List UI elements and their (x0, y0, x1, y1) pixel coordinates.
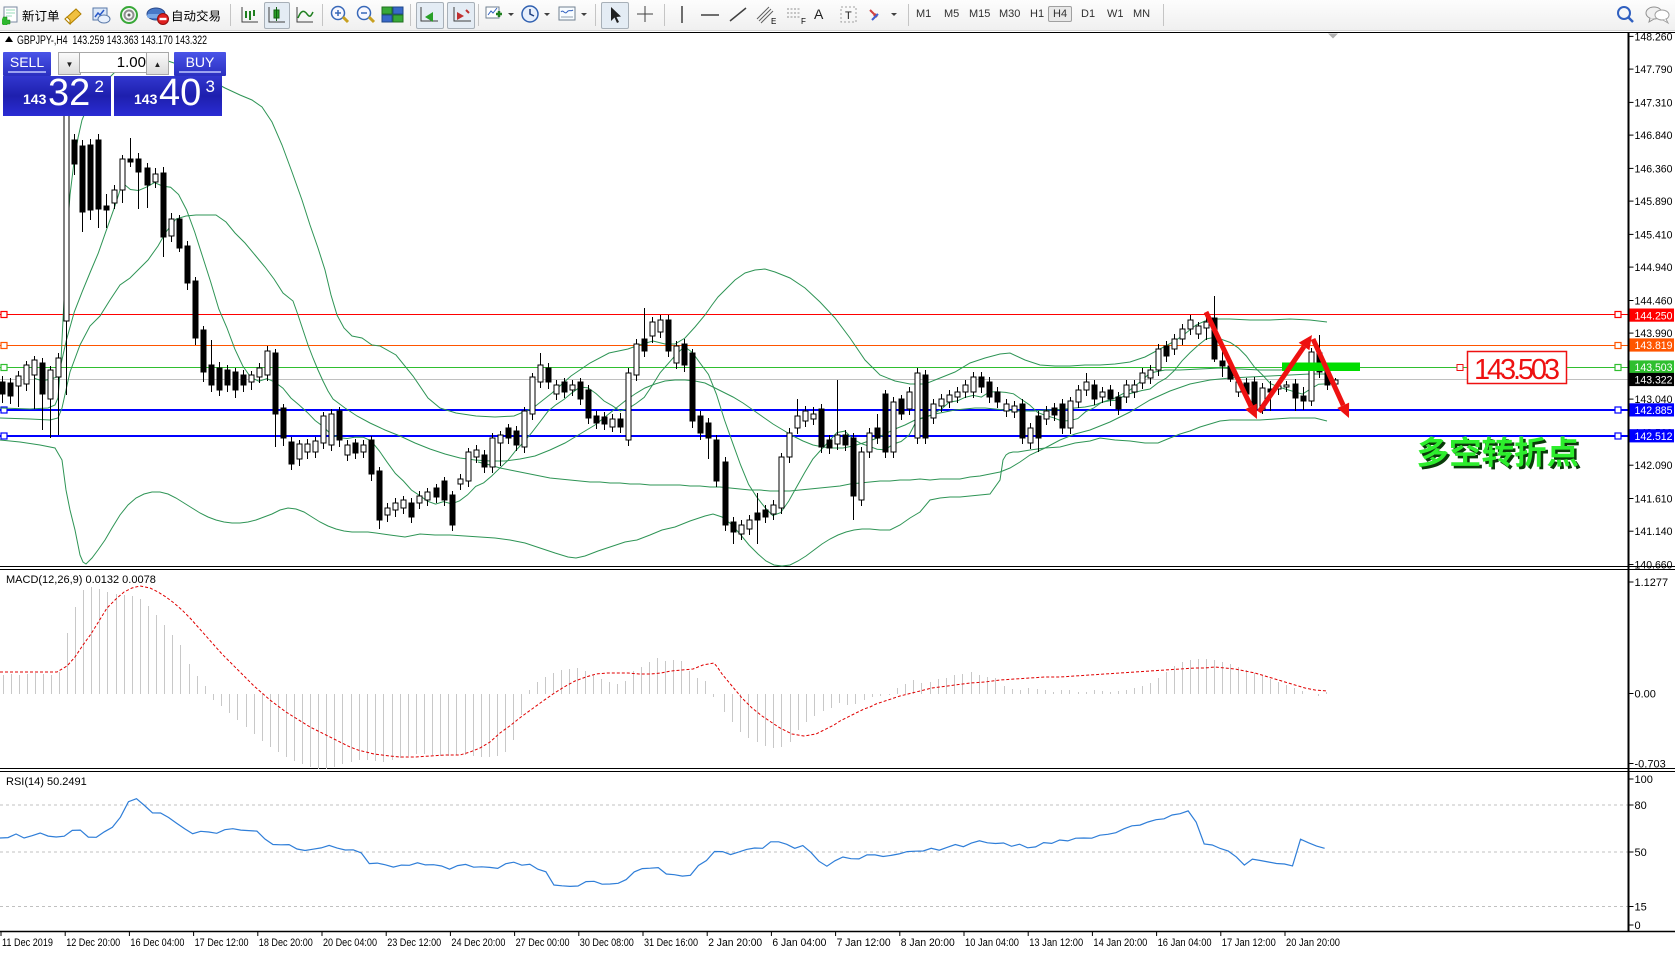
svg-text:30 Dec 08:00: 30 Dec 08:00 (580, 937, 634, 949)
svg-text:16 Dec 04:00: 16 Dec 04:00 (130, 937, 184, 949)
svg-text:MACD(12,26,9) 0.0132 0.0078: MACD(12,26,9) 0.0132 0.0078 (6, 574, 156, 586)
svg-text:50: 50 (1635, 847, 1647, 859)
svg-text:15: 15 (1635, 902, 1647, 914)
svg-text:142.885: 142.885 (1635, 405, 1673, 417)
svg-text:20 Jan 20:00: 20 Jan 20:00 (1286, 937, 1340, 949)
svg-text:7 Jan 12:00: 7 Jan 12:00 (837, 937, 891, 949)
svg-text:RSI(14) 50.2491: RSI(14) 50.2491 (6, 776, 87, 788)
svg-text:-0.703: -0.703 (1635, 759, 1666, 771)
svg-text:GBPJPY-,H4 143.259 143.363 14: GBPJPY-,H4 143.259 143.363 143.170 143.3… (17, 35, 207, 47)
svg-text:27 Dec 00:00: 27 Dec 00:00 (516, 937, 570, 949)
svg-text:0: 0 (1635, 920, 1641, 932)
svg-text:100: 100 (1635, 774, 1653, 786)
svg-text:144.250: 144.250 (1635, 310, 1673, 322)
svg-text:F: F (801, 17, 806, 26)
svg-text:24 Dec 20:00: 24 Dec 20:00 (451, 937, 505, 949)
svg-text:141.140: 141.140 (1635, 526, 1673, 538)
svg-text:14 Jan 20:00: 14 Jan 20:00 (1093, 937, 1147, 949)
svg-text:145.890: 145.890 (1635, 196, 1673, 208)
svg-text:12 Dec 20:00: 12 Dec 20:00 (66, 937, 120, 949)
svg-text:8 Jan 20:00: 8 Jan 20:00 (901, 937, 955, 949)
svg-text:143.503: 143.503 (1635, 362, 1673, 374)
svg-text:142.090: 142.090 (1635, 460, 1673, 472)
svg-text:141.610: 141.610 (1635, 494, 1673, 506)
svg-text:144.460: 144.460 (1635, 296, 1673, 308)
svg-text:145.410: 145.410 (1635, 229, 1673, 241)
svg-text:143.990: 143.990 (1635, 328, 1673, 340)
svg-text:1.1277: 1.1277 (1635, 577, 1669, 589)
svg-text:10 Jan 04:00: 10 Jan 04:00 (965, 937, 1019, 949)
svg-text:144.940: 144.940 (1635, 262, 1673, 274)
svg-text:E: E (771, 17, 776, 26)
svg-text:2 Jan 20:00: 2 Jan 20:00 (708, 937, 762, 949)
svg-text:23 Dec 12:00: 23 Dec 12:00 (387, 937, 441, 949)
svg-text:80: 80 (1635, 800, 1647, 812)
svg-text:6 Jan 04:00: 6 Jan 04:00 (772, 937, 826, 949)
svg-text:16 Jan 04:00: 16 Jan 04:00 (1158, 937, 1212, 949)
svg-text:13 Jan 12:00: 13 Jan 12:00 (1029, 937, 1083, 949)
svg-text:146.360: 146.360 (1635, 163, 1673, 175)
svg-text:143.040: 143.040 (1635, 394, 1673, 406)
svg-text:T: T (845, 10, 852, 22)
svg-text:148.260: 148.260 (1635, 31, 1673, 43)
svg-text:143.322: 143.322 (1635, 375, 1673, 387)
svg-text:31 Dec 16:00: 31 Dec 16:00 (644, 937, 698, 949)
svg-text:147.310: 147.310 (1635, 97, 1673, 109)
svg-text:143.819: 143.819 (1635, 340, 1673, 352)
svg-text:17 Jan 12:00: 17 Jan 12:00 (1222, 937, 1276, 949)
svg-text:147.790: 147.790 (1635, 64, 1673, 76)
svg-text:17 Dec 12:00: 17 Dec 12:00 (195, 937, 249, 949)
svg-text:18 Dec 20:00: 18 Dec 20:00 (259, 937, 313, 949)
svg-text:20 Dec 04:00: 20 Dec 04:00 (323, 937, 377, 949)
svg-text:11 Dec 2019: 11 Dec 2019 (2, 937, 53, 949)
svg-text:142.512: 142.512 (1635, 431, 1673, 443)
svg-text:140.660: 140.660 (1635, 560, 1673, 572)
svg-text:146.840: 146.840 (1635, 130, 1673, 142)
svg-text:0.00: 0.00 (1635, 689, 1656, 701)
svg-text:143.503: 143.503 (1474, 354, 1560, 386)
